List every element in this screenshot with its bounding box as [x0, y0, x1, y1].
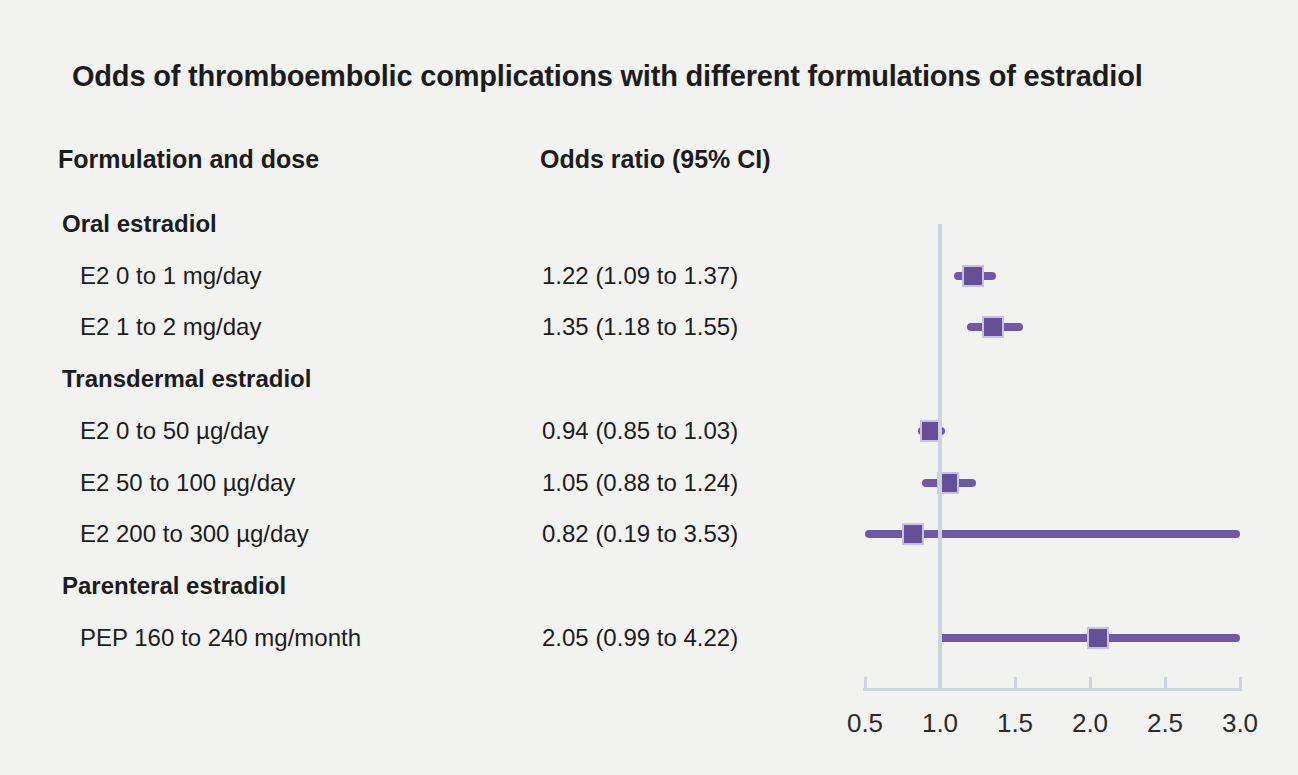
x-axis-tick-label: 2.0 [1058, 708, 1122, 739]
row-odds-ratio-value: 1.35 (1.18 to 1.55) [542, 312, 738, 342]
row-label-section: Oral estradiol [62, 209, 217, 239]
row-odds-ratio-value: 0.82 (0.19 to 3.53) [542, 519, 738, 549]
point-estimate-marker [902, 523, 924, 545]
x-axis-tick [1089, 677, 1092, 688]
row-odds-ratio-value: 0.94 (0.85 to 1.03) [542, 416, 738, 446]
x-axis-tick [864, 677, 867, 688]
row-label-item: E2 1 to 2 mg/day [80, 312, 261, 342]
row-label-section: Parenteral estradiol [62, 571, 286, 601]
point-estimate-marker [1087, 627, 1109, 649]
row-label-item: E2 0 to 50 µg/day [80, 416, 269, 446]
x-axis-tick-label: 1.0 [908, 708, 972, 739]
x-axis-tick-label: 0.5 [833, 708, 897, 739]
reference-line [938, 224, 942, 690]
row-odds-ratio-value: 2.05 (0.99 to 4.22) [542, 623, 738, 653]
x-axis-tick [1014, 677, 1017, 688]
row-odds-ratio-value: 1.05 (0.88 to 1.24) [542, 468, 738, 498]
x-axis-tick-label: 3.0 [1208, 708, 1272, 739]
row-odds-ratio-value: 1.22 (1.09 to 1.37) [542, 261, 738, 291]
x-axis-tick [1164, 677, 1167, 688]
row-label-item: E2 200 to 300 µg/day [80, 519, 309, 549]
point-estimate-marker [962, 265, 984, 287]
x-axis-tick-label: 2.5 [1133, 708, 1197, 739]
chart-title: Odds of thromboembolic complications wit… [72, 60, 1143, 93]
column-header-formulation: Formulation and dose [58, 145, 319, 174]
column-header-odds-ratio: Odds ratio (95% CI) [540, 145, 771, 174]
forest-plot-figure: Odds of thromboembolic complications wit… [0, 0, 1298, 775]
row-label-item: E2 50 to 100 µg/day [80, 468, 295, 498]
x-axis-tick [939, 677, 942, 688]
x-axis-tick-label: 1.5 [983, 708, 1047, 739]
x-axis-line [863, 688, 1242, 691]
point-estimate-marker [982, 316, 1004, 338]
row-label-item: PEP 160 to 240 mg/month [80, 623, 361, 653]
x-axis-tick [1239, 677, 1242, 688]
row-label-section: Transdermal estradiol [62, 364, 311, 394]
row-label-item: E2 0 to 1 mg/day [80, 261, 261, 291]
